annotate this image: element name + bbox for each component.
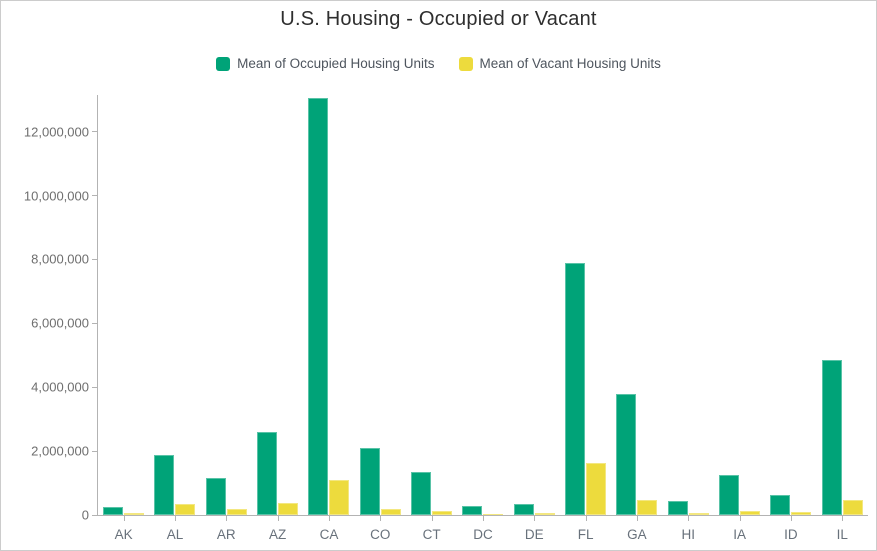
chart-title: U.S. Housing - Occupied or Vacant	[280, 8, 597, 30]
category-group-DE: DE	[509, 95, 560, 542]
category-group-AR: AR	[201, 95, 252, 542]
plot-area: 0 2,000,000 4,000,000 6,000,000 8,000,000 10,…	[24, 95, 868, 542]
x-axis-tick	[790, 516, 792, 521]
category-group-CA: CA	[303, 95, 354, 542]
bar-occupied-CO[interactable]	[359, 448, 380, 515]
bar-vacant-AR[interactable]	[226, 509, 247, 515]
category-group-DC: DC	[457, 95, 508, 542]
x-axis-tick-label: DE	[524, 527, 544, 542]
x-axis-tick	[585, 516, 587, 521]
category-group-AZ: AZ	[252, 95, 303, 542]
bar-occupied-CT[interactable]	[411, 472, 432, 515]
x-axis-tick	[226, 516, 228, 521]
y-axis-tick-label: 8,000,000	[31, 251, 89, 267]
bar-occupied-AZ[interactable]	[257, 432, 278, 515]
legend-item-occupied[interactable]: Mean of Occupied Housing Units	[216, 56, 435, 71]
category-group-HI: HI	[663, 95, 714, 542]
bar-vacant-HI[interactable]	[688, 513, 709, 515]
x-axis-tick	[842, 516, 844, 521]
x-axis-tick	[123, 516, 125, 521]
y-axis-tick-label: 6,000,000	[31, 315, 89, 331]
x-axis-tick	[380, 516, 382, 521]
bar-occupied-HI[interactable]	[667, 501, 688, 515]
bar-vacant-AK[interactable]	[124, 513, 145, 515]
bar-vacant-CT[interactable]	[432, 511, 453, 515]
bar-vacant-AL[interactable]	[175, 504, 196, 515]
y-axis-tick	[92, 450, 97, 452]
legend-swatch-icon	[216, 56, 231, 71]
x-axis-tick	[174, 516, 176, 521]
category-group-AK: AK	[98, 95, 149, 542]
category-group-FL: FL	[560, 95, 611, 542]
bar-occupied-FL[interactable]	[565, 263, 586, 515]
y-axis-tick-label: 4,000,000	[31, 379, 89, 395]
x-axis-tick-label: AR	[216, 527, 236, 542]
y-axis-tick	[92, 131, 97, 133]
y-axis-tick	[92, 514, 97, 516]
bar-vacant-CO[interactable]	[380, 509, 401, 515]
bar-vacant-DC[interactable]	[483, 514, 504, 515]
x-axis-tick	[739, 516, 741, 521]
x-axis-tick-label: GA	[627, 527, 647, 542]
x-axis-tick-label: AZ	[269, 527, 287, 542]
y-axis-tick	[92, 322, 97, 324]
bar-occupied-AL[interactable]	[154, 455, 175, 515]
bar-occupied-CA[interactable]	[308, 98, 329, 515]
x-axis-tick-label: IL	[836, 527, 848, 542]
legend: Mean of Occupied Housing Units Mean of Va…	[1, 56, 876, 71]
x-axis-tick-label: CO	[370, 527, 391, 542]
category-group-IL: IL	[817, 95, 868, 542]
bar-occupied-ID[interactable]	[770, 495, 791, 515]
legend-label: Mean of Vacant Housing Units	[479, 56, 661, 71]
bar-occupied-DC[interactable]	[462, 506, 483, 515]
x-axis-tick	[688, 516, 690, 521]
bar-vacant-AZ[interactable]	[278, 503, 299, 515]
x-axis-tick-label: FL	[577, 527, 594, 542]
legend-swatch-icon	[458, 56, 473, 71]
bar-vacant-DE[interactable]	[534, 513, 555, 515]
x-axis-tick	[277, 516, 279, 521]
bar-vacant-ID[interactable]	[791, 512, 812, 515]
x-axis-tick-label: HI	[681, 527, 696, 542]
bar-vacant-IA[interactable]	[740, 511, 761, 515]
x-axis-tick-label: CT	[422, 527, 441, 542]
bar-occupied-GA[interactable]	[616, 394, 637, 515]
x-axis-tick	[534, 516, 536, 521]
category-group-IA: IA	[714, 95, 765, 542]
y-axis-tick-label: 12,000,000	[23, 124, 89, 140]
y-axis-tick-label: 0	[81, 507, 89, 523]
category-group-ID: ID	[765, 95, 816, 542]
bar-occupied-AK[interactable]	[103, 507, 124, 515]
bar-vacant-FL[interactable]	[586, 463, 607, 515]
bar-occupied-DE[interactable]	[513, 504, 534, 515]
y-axis-tick	[92, 258, 97, 260]
x-axis-tick-label: DC	[473, 527, 493, 542]
category-group-CO: CO	[355, 95, 406, 542]
bar-vacant-GA[interactable]	[637, 500, 658, 515]
x-axis-tick-label: CA	[319, 527, 339, 542]
bar-occupied-IL[interactable]	[821, 360, 842, 515]
category-group-CT: CT	[406, 95, 457, 542]
x-axis-tick	[431, 516, 433, 521]
x-axis-tick-label: AL	[166, 527, 184, 542]
legend-label: Mean of Occupied Housing Units	[237, 56, 435, 71]
category-group-GA: GA	[611, 95, 662, 542]
x-axis-tick	[482, 516, 484, 521]
x-axis-tick	[636, 516, 638, 521]
y-axis-tick-label: 2,000,000	[31, 443, 89, 459]
x-axis-tick-label: IA	[733, 527, 746, 542]
y-axis-tick	[92, 386, 97, 388]
bar-vacant-IL[interactable]	[842, 500, 863, 515]
category-group-AL: AL	[149, 95, 200, 542]
x-axis-tick-label: AK	[114, 527, 133, 542]
y-axis-tick-label: 10,000,000	[23, 188, 89, 204]
x-axis-tick-label: ID	[784, 527, 798, 542]
bar-vacant-CA[interactable]	[329, 480, 350, 515]
legend-item-vacant[interactable]: Mean of Vacant Housing Units	[458, 56, 661, 71]
bar-occupied-AR[interactable]	[205, 478, 226, 515]
bar-occupied-IA[interactable]	[719, 475, 740, 515]
x-axis-tick	[328, 516, 330, 521]
y-axis-tick	[92, 195, 97, 197]
